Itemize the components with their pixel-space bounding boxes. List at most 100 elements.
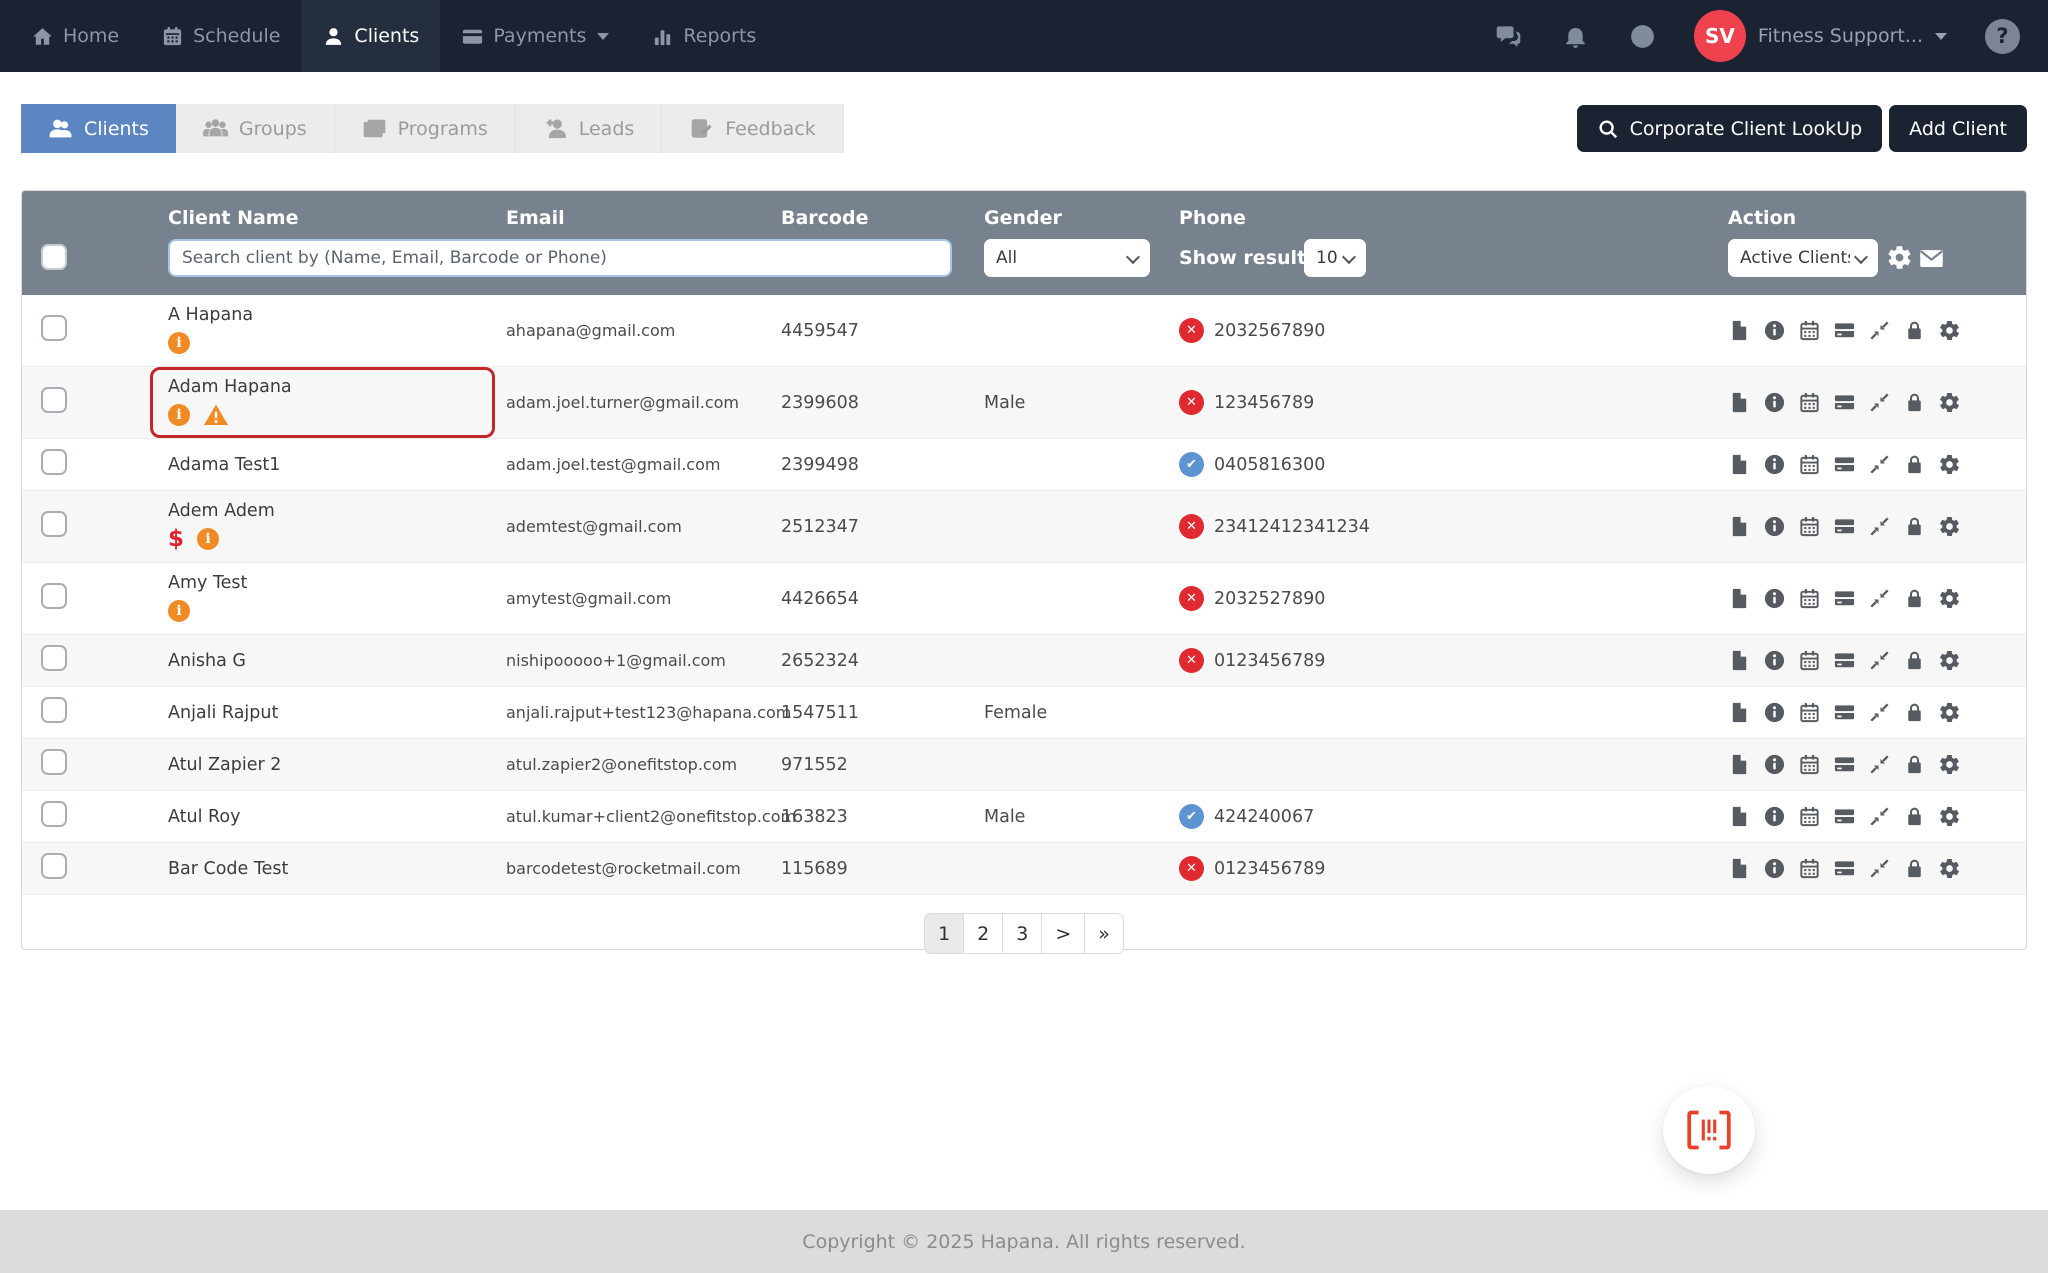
row-checkbox[interactable] [41,853,67,879]
row-checkbox[interactable] [41,583,67,609]
gear-icon[interactable] [1938,319,1961,342]
info-icon[interactable] [1763,753,1786,776]
row-checkbox[interactable] [41,315,67,341]
file-icon[interactable] [1728,805,1751,828]
lock-icon[interactable] [1903,587,1926,610]
tab-clients[interactable]: Clients [21,104,176,153]
gear-icon[interactable] [1938,649,1961,672]
row-checkbox[interactable] [41,511,67,537]
info-icon[interactable] [1763,515,1786,538]
compress-icon[interactable] [1868,453,1891,476]
gear-icon[interactable] [1938,753,1961,776]
credit-card-icon[interactable] [1833,453,1856,476]
calendar-icon[interactable] [1798,857,1821,880]
tab-feedback[interactable]: Feedback [662,104,844,153]
file-icon[interactable] [1728,857,1751,880]
tab-programs[interactable]: Programs [334,104,516,153]
credit-card-icon[interactable] [1833,701,1856,724]
info-icon[interactable] [1763,649,1786,672]
client-name[interactable]: Adama Test1 [168,454,281,475]
file-icon[interactable] [1728,515,1751,538]
gear-icon[interactable] [1938,857,1961,880]
tab-leads[interactable]: Leads [515,104,663,153]
calendar-icon[interactable] [1798,391,1821,414]
calendar-icon[interactable] [1798,587,1821,610]
lock-icon[interactable] [1903,701,1926,724]
credit-card-icon[interactable] [1833,857,1856,880]
client-name[interactable]: Adem Adem [168,501,275,521]
calendar-icon[interactable] [1798,453,1821,476]
tab-groups[interactable]: Groups [175,104,335,153]
info-icon[interactable]: i [168,404,190,426]
gear-icon[interactable] [1938,453,1961,476]
compress-icon[interactable] [1868,587,1891,610]
nav-item-clients[interactable]: Clients [301,0,441,72]
info-icon[interactable] [1763,319,1786,342]
lock-icon[interactable] [1903,857,1926,880]
client-name[interactable]: Atul Roy [168,806,241,827]
compress-icon[interactable] [1868,515,1891,538]
compress-icon[interactable] [1868,319,1891,342]
file-icon[interactable] [1728,453,1751,476]
settings-gear-icon[interactable] [1886,244,1913,271]
nav-item-payments[interactable]: Payments [440,0,630,72]
calendar-icon[interactable] [1798,649,1821,672]
gear-icon[interactable] [1938,391,1961,414]
info-icon[interactable] [1763,857,1786,880]
gear-icon[interactable] [1938,587,1961,610]
lock-icon[interactable] [1903,753,1926,776]
client-name[interactable]: Bar Code Test [168,858,289,879]
credit-card-icon[interactable] [1833,391,1856,414]
credit-card-icon[interactable] [1833,753,1856,776]
info-icon[interactable]: i [168,600,190,622]
bell-icon[interactable] [1542,23,1609,50]
lock-icon[interactable] [1903,391,1926,414]
page-button-last[interactable]: » [1084,913,1124,954]
compress-icon[interactable] [1868,753,1891,776]
page-button-2[interactable]: 2 [963,913,1004,954]
client-status-filter-select[interactable]: Active Clients [1728,239,1878,277]
gender-filter-select[interactable]: All [984,239,1150,277]
info-icon[interactable] [1763,805,1786,828]
clock-icon[interactable] [1609,23,1676,50]
lock-icon[interactable] [1903,319,1926,342]
page-button-3[interactable]: 3 [1002,913,1043,954]
gear-icon[interactable] [1938,515,1961,538]
show-results-select[interactable]: 10 [1304,239,1366,277]
file-icon[interactable] [1728,319,1751,342]
help-icon[interactable]: ? [1985,18,2020,54]
client-search-input[interactable] [168,239,952,277]
user-menu[interactable]: Fitness Support... [1758,25,1947,47]
compress-icon[interactable] [1868,391,1891,414]
page-button-next[interactable]: > [1041,913,1086,954]
info-icon[interactable]: i [168,332,190,354]
select-all-checkbox[interactable] [41,244,67,270]
calendar-icon[interactable] [1798,701,1821,724]
lock-icon[interactable] [1903,805,1926,828]
file-icon[interactable] [1728,587,1751,610]
compress-icon[interactable] [1868,857,1891,880]
row-checkbox[interactable] [41,387,67,413]
dollar-icon[interactable]: $ [168,525,185,552]
nav-item-home[interactable]: Home [10,0,140,72]
info-icon[interactable]: i [197,528,220,550]
client-name[interactable]: Adam Hapana [168,377,292,397]
client-name[interactable]: Anisha G [168,650,246,671]
info-icon[interactable] [1763,453,1786,476]
info-icon[interactable] [1763,587,1786,610]
gear-icon[interactable] [1938,805,1961,828]
credit-card-icon[interactable] [1833,649,1856,672]
add-client-button[interactable]: Add Client [1889,105,2027,152]
compress-icon[interactable] [1868,649,1891,672]
info-icon[interactable] [1763,701,1786,724]
file-icon[interactable] [1728,649,1751,672]
row-checkbox[interactable] [41,449,67,475]
row-checkbox[interactable] [41,645,67,671]
calendar-icon[interactable] [1798,805,1821,828]
barcode-scan-button[interactable] [1663,1086,1755,1174]
avatar[interactable]: SV [1693,10,1746,62]
credit-card-icon[interactable] [1833,515,1856,538]
file-icon[interactable] [1728,391,1751,414]
row-checkbox[interactable] [41,801,67,827]
compress-icon[interactable] [1868,805,1891,828]
